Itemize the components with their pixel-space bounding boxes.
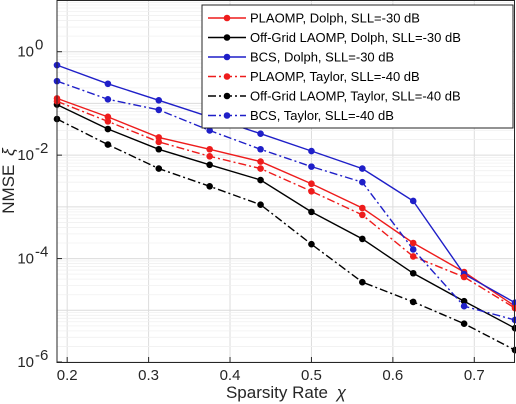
series-line (56, 103, 516, 329)
legend-box (201, 4, 514, 129)
data-point (359, 178, 366, 186)
data-point (206, 152, 213, 160)
legend-label: PLAOMP, Dolph, SLL=-30 dB (250, 11, 420, 26)
data-point (460, 297, 468, 305)
legend-swatch-marker (223, 73, 231, 80)
series-line (56, 118, 516, 351)
data-point (206, 182, 213, 190)
data-point (104, 96, 112, 103)
legend-label: Off-Grid LAOMP, Dolph, SLL=-30 dB (250, 30, 461, 45)
legend: PLAOMP, Dolph, SLL=-30 dB Off-Grid LAOMP,… (201, 4, 514, 129)
data-point (409, 246, 417, 253)
data-point (409, 239, 417, 247)
y-tick-exponent: -4 (35, 244, 48, 261)
data-point (359, 235, 366, 243)
data-point (308, 240, 315, 248)
y-tick-label: 10 (17, 251, 34, 268)
legend-label: Off-Grid LAOMP, Taylor, SLL=-40 dB (250, 89, 461, 104)
y-axis-label: NMSE ξ (0, 147, 18, 214)
data-point (257, 165, 264, 172)
legend-label: BCS, Taylor, SLL=-40 dB (250, 108, 394, 123)
data-point (308, 187, 315, 195)
plot-frame (56, 0, 515, 363)
data-point (155, 138, 163, 146)
series-line (56, 64, 516, 304)
data-point (359, 211, 366, 219)
y-tick-exponent: 0 (35, 37, 43, 54)
data-point (257, 201, 264, 209)
y-tick-label: 10 (17, 147, 34, 164)
data-point (257, 145, 264, 153)
data-point (409, 197, 417, 205)
series-line (56, 80, 516, 321)
legend-swatch-marker (223, 112, 231, 119)
y-tick-exponent: -2 (35, 140, 48, 157)
legend-swatch-marker (223, 53, 231, 61)
data-point (206, 127, 213, 134)
x-tick-label: 0.5 (301, 367, 322, 384)
x-axis-label-text: Sparsity Rate (226, 383, 328, 402)
data-point (206, 161, 213, 169)
data-point (257, 130, 264, 137)
data-point (257, 176, 264, 184)
data-point (409, 253, 417, 260)
data-point (308, 180, 315, 188)
x-axis-label-symbol: χ (335, 383, 347, 402)
series-line (56, 97, 516, 307)
data-point (409, 298, 417, 306)
legend-label: BCS, Dolph, SLL=-30 dB (250, 50, 394, 65)
x-tick-label: 0.6 (382, 367, 403, 384)
data-point (104, 125, 112, 133)
x-tick-label: 0.3 (138, 367, 159, 384)
legend-swatch-marker (223, 14, 231, 22)
data-point (460, 302, 468, 310)
data-point (104, 118, 112, 125)
data-point (359, 165, 366, 172)
x-tick-label: 0.7 (464, 367, 485, 384)
data-point (409, 269, 417, 277)
x-axis-label: Sparsity Rate χ (226, 383, 347, 402)
legend-label: PLAOMP, Taylor, SLL=-40 dB (250, 69, 420, 84)
data-point (511, 316, 516, 324)
y-tick-label: 10 (17, 44, 34, 61)
data-point (460, 273, 468, 281)
data-point (359, 204, 366, 212)
y-tick-label: 10 (17, 354, 34, 371)
data-point (206, 145, 213, 153)
data-point (308, 208, 315, 216)
series-line (56, 100, 516, 309)
legend-swatch-marker (223, 92, 231, 100)
y-axis-label-symbol: ξ (0, 147, 18, 156)
y-tick-exponent: -6 (35, 347, 48, 364)
legend-swatch-marker (223, 34, 231, 41)
data-point (155, 96, 163, 104)
data-point (308, 147, 315, 155)
data-point (257, 158, 264, 165)
data-point (155, 145, 163, 153)
data-point (460, 320, 468, 328)
x-tick-label: 0.4 (220, 367, 241, 384)
data-point (511, 346, 516, 354)
data-point (155, 106, 163, 114)
data-point (359, 278, 366, 286)
data-point (104, 141, 112, 148)
y-axis-label-text: NMSE (0, 165, 18, 214)
data-point (308, 163, 315, 170)
data-point (155, 165, 163, 172)
data-point (104, 80, 112, 88)
x-tick-label: 0.2 (57, 367, 78, 384)
